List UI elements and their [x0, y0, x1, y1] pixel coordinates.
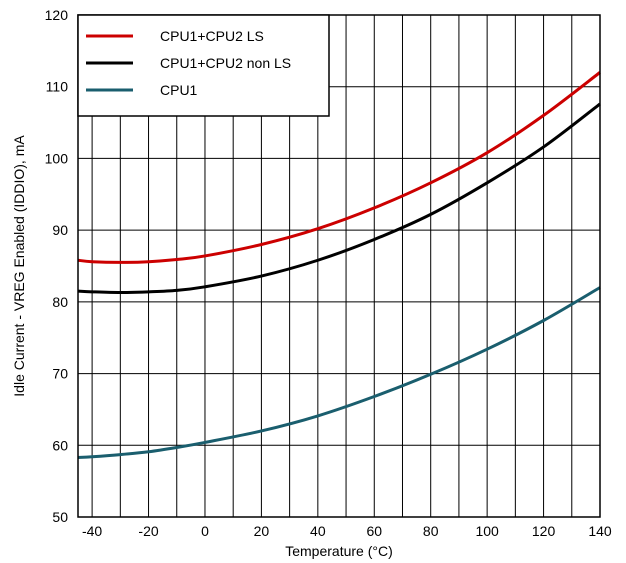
y-tick-label: 110 — [46, 79, 69, 95]
x-tick-label: 0 — [201, 523, 209, 539]
series-line-3 — [77, 286, 601, 459]
series-lines — [77, 71, 601, 459]
y-tick-label: 70 — [52, 366, 68, 382]
x-tick-label: -40 — [82, 523, 102, 539]
series-line-2 — [77, 102, 601, 295]
y-tick-label: 60 — [52, 437, 68, 453]
x-tick-label: 40 — [310, 523, 326, 539]
y-tick-label: 50 — [52, 509, 68, 525]
x-axis-ticks: -40 -20 0 20 40 60 80 100 120 140 — [82, 523, 612, 539]
x-axis-label: Temperature (°C) — [285, 543, 393, 559]
y-tick-label: 120 — [45, 7, 69, 23]
legend-label: CPU1 — [160, 82, 198, 98]
x-tick-label: 60 — [366, 523, 382, 539]
x-tick-label: 120 — [532, 523, 556, 539]
legend: CPU1+CPU2 LS CPU1+CPU2 non LS CPU1 — [77, 14, 330, 117]
y-tick-label: 80 — [52, 294, 68, 310]
y-tick-label: 100 — [45, 150, 69, 166]
x-tick-label: -20 — [138, 523, 158, 539]
plot-area-frame — [77, 14, 601, 518]
legend-box — [77, 14, 330, 117]
x-tick-label: 100 — [475, 523, 499, 539]
x-tick-label: 20 — [254, 523, 270, 539]
x-tick-label: 140 — [588, 523, 612, 539]
y-axis-label: Idle Current - VREG Enabled (IDDIO), mA — [11, 135, 27, 397]
y-axis-ticks: 50 60 70 80 90 100 110 120 — [45, 7, 69, 525]
x-tick-label: 80 — [423, 523, 439, 539]
legend-label: CPU1+CPU2 LS — [160, 28, 264, 44]
series-line-1 — [77, 71, 601, 264]
y-tick-label: 90 — [52, 222, 68, 238]
legend-label: CPU1+CPU2 non LS — [160, 55, 291, 71]
